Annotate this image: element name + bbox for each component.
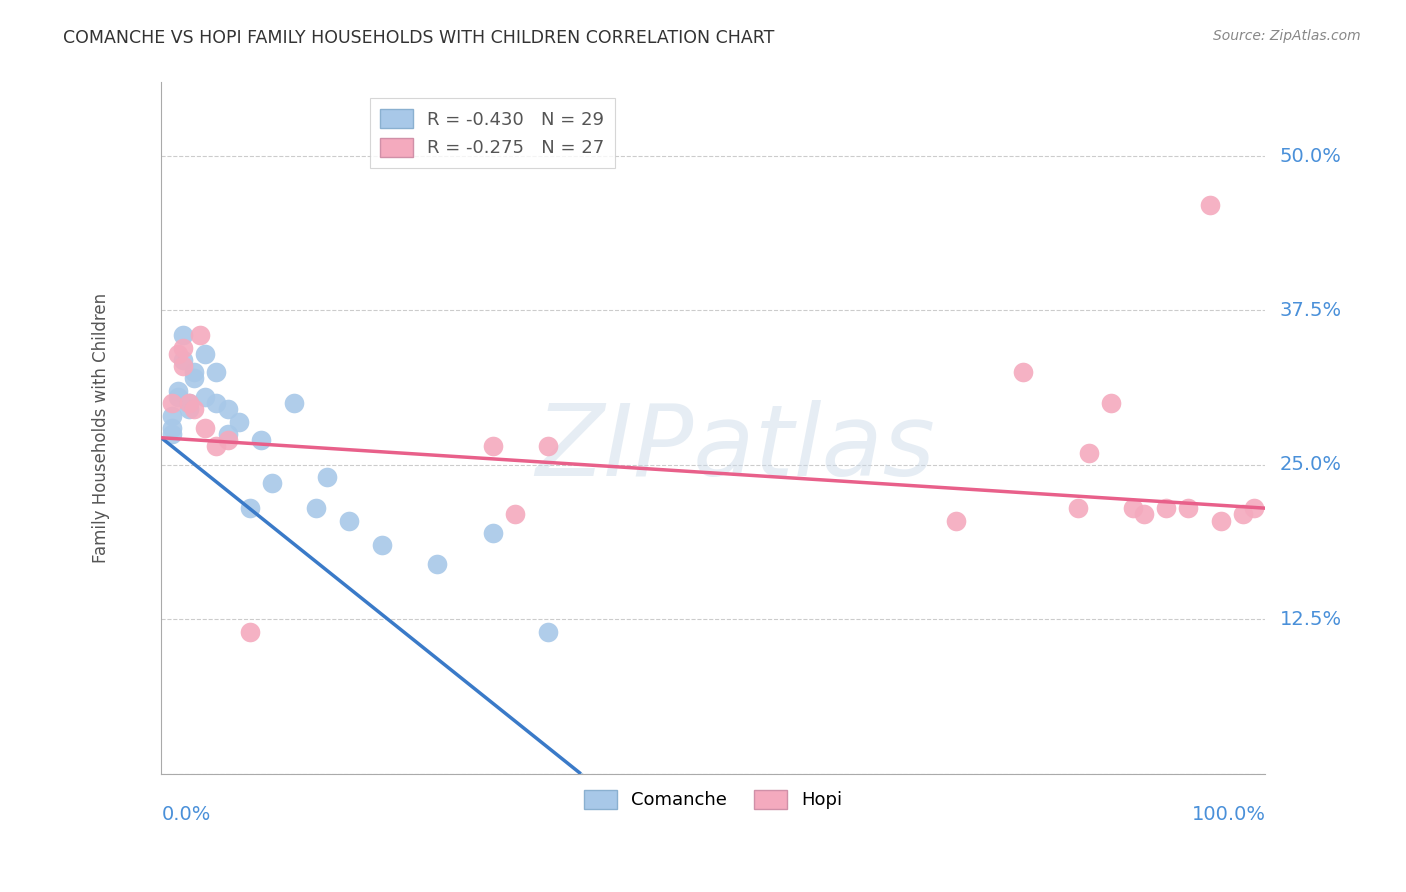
Point [205, 396, 228, 410]
Point [172, 328, 194, 343]
Point [305, 501, 328, 516]
Point [172, 352, 194, 367]
Point [426, 557, 449, 571]
Point [205, 365, 228, 379]
Point [188, 328, 211, 343]
Point [945, 514, 967, 528]
Text: 0.0%: 0.0% [162, 805, 211, 823]
Point [481, 439, 503, 453]
Point [166, 347, 188, 361]
Point [172, 359, 194, 373]
Point [503, 508, 526, 522]
Text: 37.5%: 37.5% [1279, 301, 1341, 320]
Point [249, 434, 271, 448]
Point [194, 421, 217, 435]
Point [162, 421, 184, 435]
Point [260, 476, 283, 491]
Point [1243, 501, 1265, 516]
Point [166, 384, 188, 398]
Point [177, 402, 200, 417]
Point [162, 409, 184, 423]
Point [177, 396, 200, 410]
Point [205, 439, 228, 453]
Point [183, 365, 205, 379]
Point [239, 624, 262, 639]
Point [194, 347, 217, 361]
Point [183, 402, 205, 417]
Point [217, 402, 239, 417]
Point [1011, 365, 1033, 379]
Point [537, 439, 560, 453]
Point [162, 396, 184, 410]
Text: 25.0%: 25.0% [1279, 456, 1341, 475]
Text: Source: ZipAtlas.com: Source: ZipAtlas.com [1213, 29, 1361, 43]
Point [183, 371, 205, 385]
Point [162, 427, 184, 442]
Point [239, 501, 262, 516]
Point [1077, 445, 1099, 459]
Point [283, 396, 305, 410]
Point [1099, 396, 1122, 410]
Point [1133, 508, 1156, 522]
Text: 12.5%: 12.5% [1279, 610, 1341, 629]
Point [177, 396, 200, 410]
Point [371, 538, 394, 552]
Point [316, 470, 339, 484]
Point [1177, 501, 1199, 516]
Point [1067, 501, 1090, 516]
Point [1211, 514, 1233, 528]
Point [1154, 501, 1177, 516]
Point [166, 390, 188, 404]
Point [228, 415, 250, 429]
Point [217, 427, 239, 442]
Point [217, 434, 239, 448]
Point [172, 341, 194, 355]
Legend: Comanche, Hopi: Comanche, Hopi [578, 782, 849, 817]
Point [1199, 198, 1222, 212]
Text: ZIPatlas: ZIPatlas [536, 401, 935, 497]
Text: 100.0%: 100.0% [1191, 805, 1265, 823]
Point [337, 514, 360, 528]
Text: COMANCHE VS HOPI FAMILY HOUSEHOLDS WITH CHILDREN CORRELATION CHART: COMANCHE VS HOPI FAMILY HOUSEHOLDS WITH … [63, 29, 775, 46]
Point [1232, 508, 1254, 522]
Point [1122, 501, 1144, 516]
Point [194, 390, 217, 404]
Text: 50.0%: 50.0% [1279, 146, 1341, 166]
Text: Family Households with Children: Family Households with Children [91, 293, 110, 563]
Point [481, 525, 503, 540]
Point [537, 624, 560, 639]
